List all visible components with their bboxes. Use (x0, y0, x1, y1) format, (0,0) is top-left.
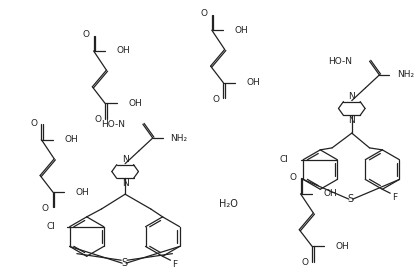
Text: O: O (30, 119, 37, 128)
Text: N: N (122, 179, 129, 188)
Text: N: N (122, 155, 129, 164)
Text: OH: OH (246, 78, 260, 87)
Text: OH: OH (335, 242, 349, 251)
Text: OH: OH (76, 188, 90, 197)
Text: OH: OH (116, 46, 131, 55)
Text: HO-N: HO-N (101, 120, 125, 129)
Text: OH: OH (235, 26, 249, 35)
Text: Cl: Cl (280, 155, 289, 164)
Text: S: S (121, 258, 127, 268)
Text: O: O (42, 204, 49, 213)
Text: NH₂: NH₂ (397, 71, 414, 80)
Text: N: N (349, 116, 355, 125)
Text: HO-N: HO-N (328, 57, 352, 66)
Text: H₂O: H₂O (219, 199, 238, 209)
Text: O: O (83, 30, 90, 39)
Text: NH₂: NH₂ (171, 134, 188, 143)
Text: O: O (94, 115, 101, 124)
Text: OH: OH (128, 99, 142, 108)
Text: F: F (392, 193, 397, 202)
Text: O: O (201, 9, 208, 18)
Text: S: S (348, 194, 354, 204)
Text: Cl: Cl (46, 222, 55, 231)
Text: F: F (173, 260, 178, 269)
Text: O: O (301, 258, 308, 267)
Text: O: O (290, 173, 297, 182)
Text: O: O (213, 95, 220, 104)
Text: OH: OH (324, 189, 337, 198)
Text: N: N (349, 92, 355, 101)
Text: OH: OH (64, 135, 78, 144)
